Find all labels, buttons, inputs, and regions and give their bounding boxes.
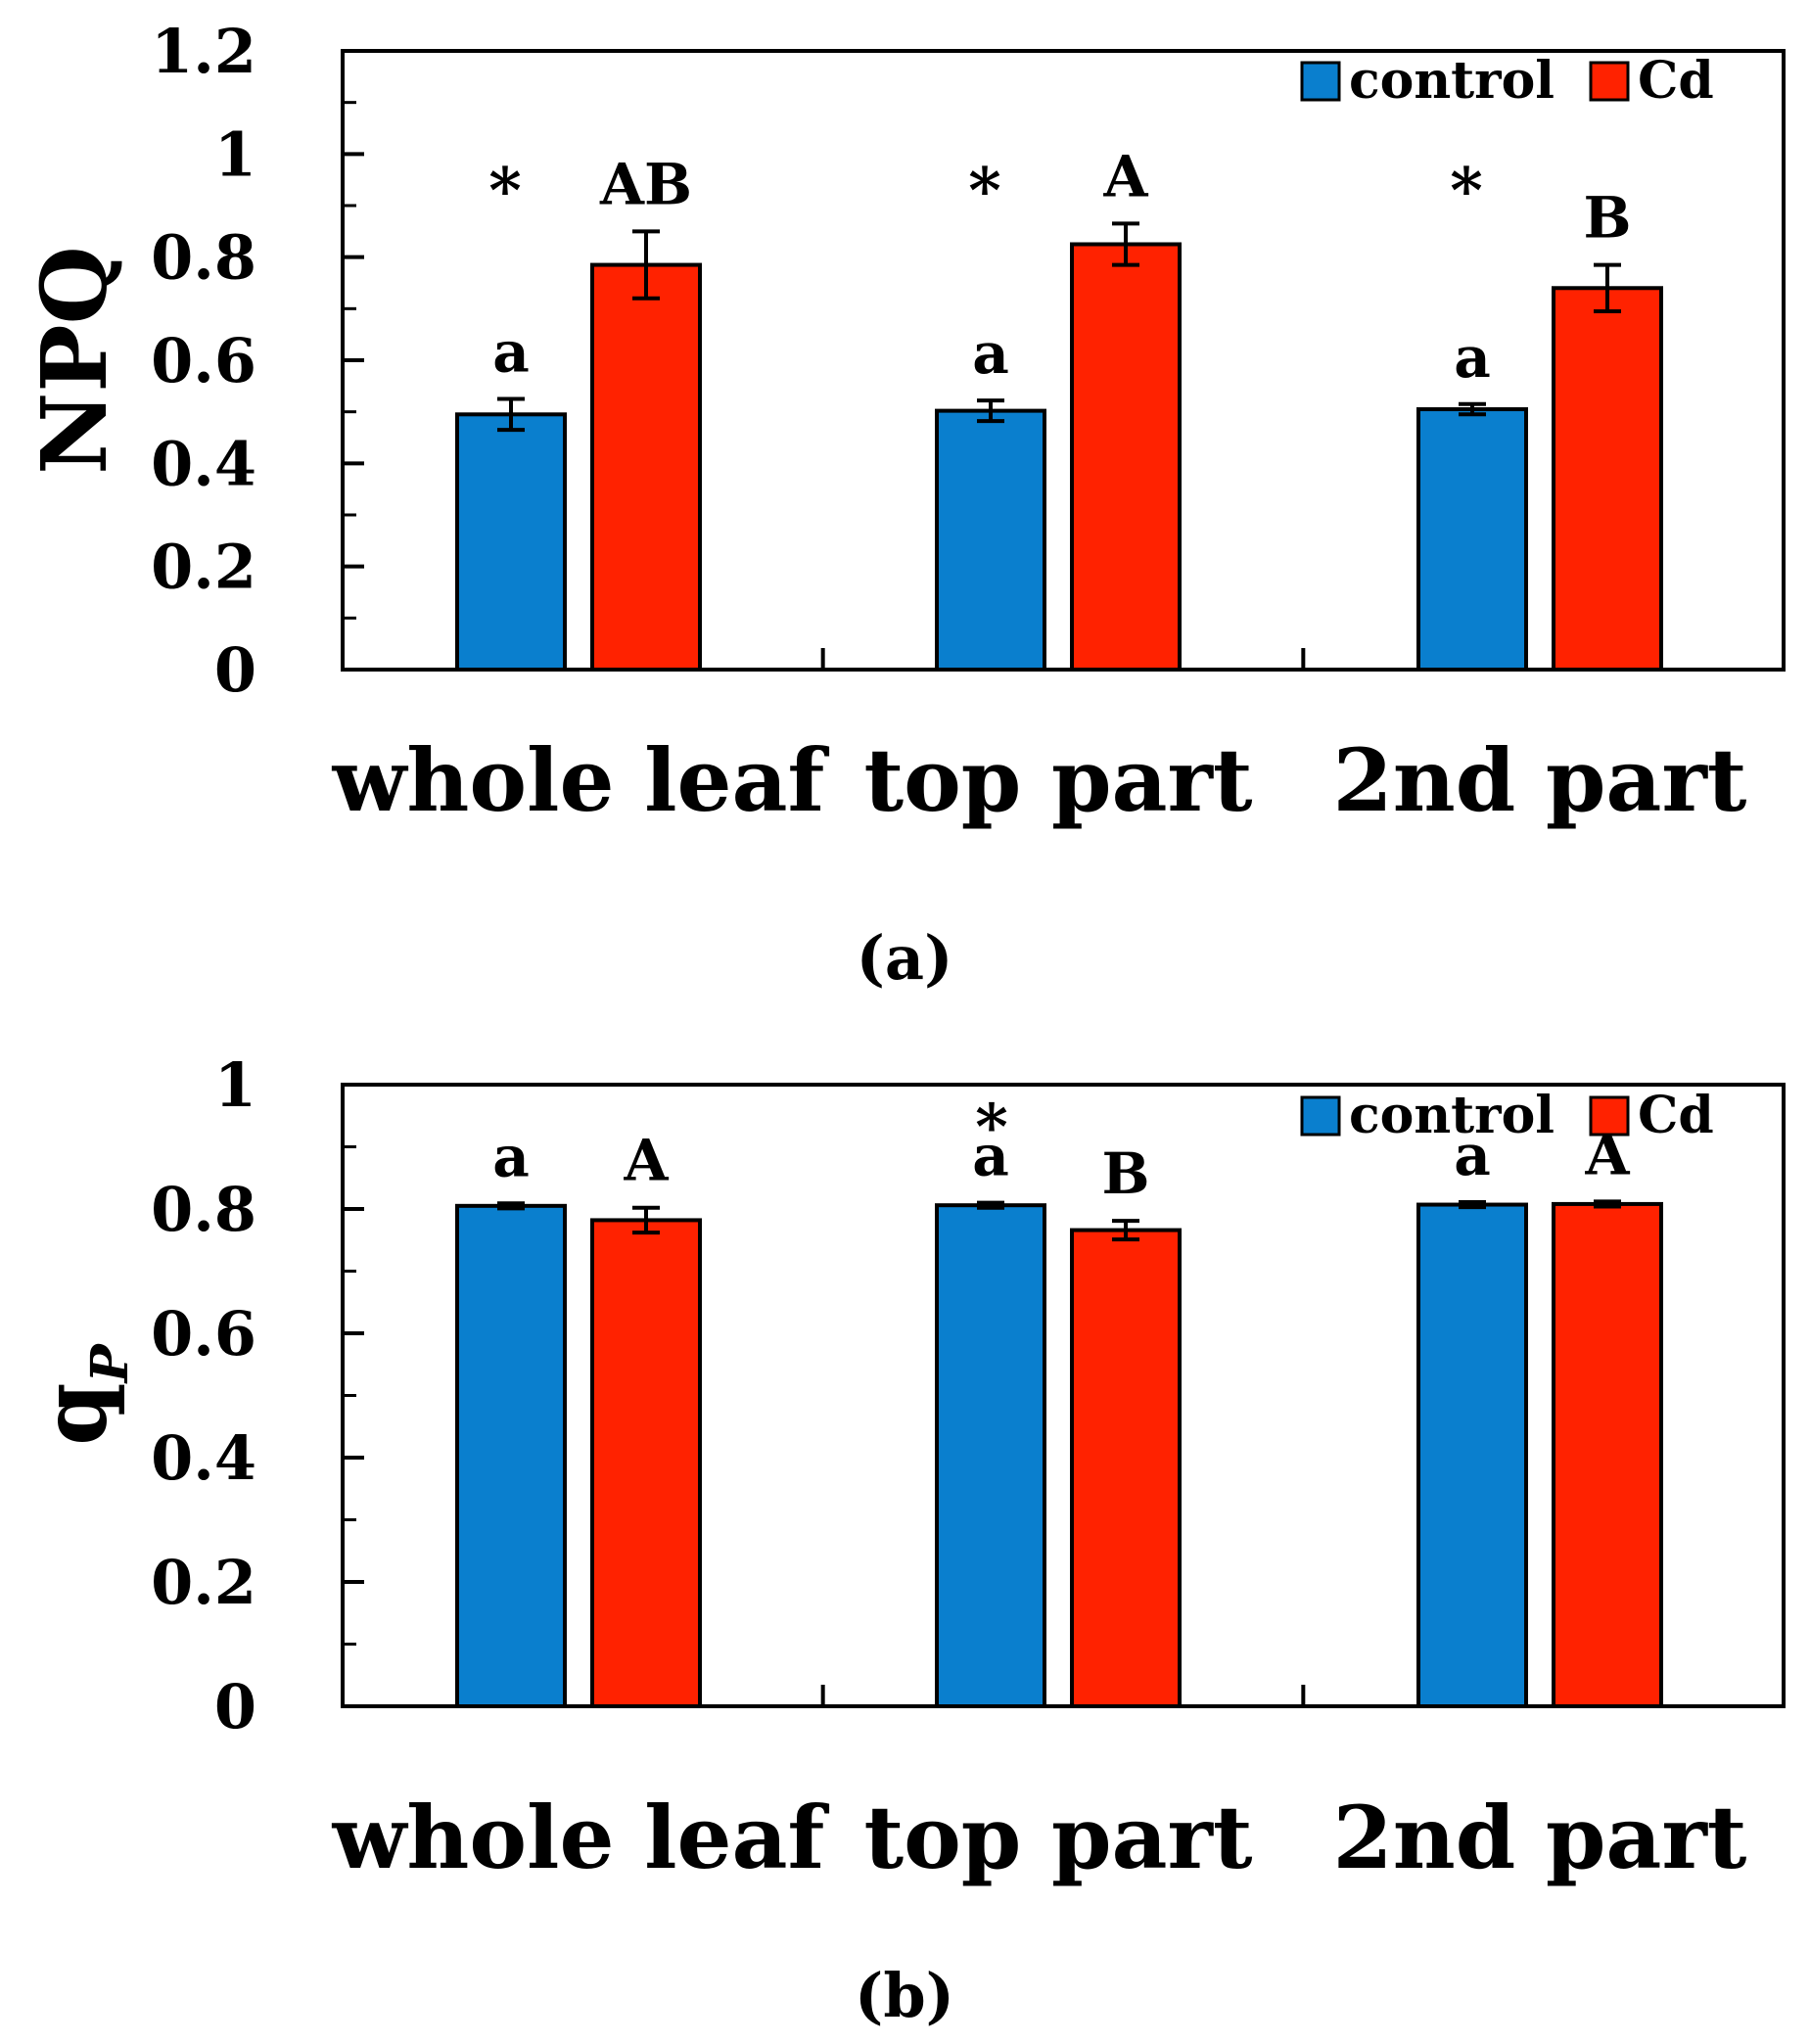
panel-a-letter-cd-3: B: [1583, 185, 1631, 252]
panel-a-ylabel: NPQ: [22, 246, 127, 474]
panel-a-panel-label: (a): [857, 922, 953, 994]
panel-a-bar-cd-2: [1070, 242, 1182, 672]
panel-b-legend-label-cd: Cd: [1638, 1086, 1714, 1145]
panel-a-ytick-label: 1: [214, 118, 256, 190]
panel-a-bar-cd-1: [590, 262, 702, 672]
panel-b-category-label-1: whole leaf: [332, 1787, 830, 1888]
panel-b-bar-control-3: [1416, 1202, 1528, 1709]
panel-a-legend-swatch-cd: [1589, 61, 1630, 102]
panel-b-category-label-2: top part: [863, 1787, 1252, 1888]
panel-b-bar-cd-2: [1070, 1228, 1182, 1708]
panel-a-letter-cd-2: A: [1102, 143, 1148, 209]
panel-a-bar-control-3: [1416, 407, 1528, 672]
panel-b-ytick-label: 0: [214, 1671, 256, 1742]
panel-b-bar-control-1: [455, 1203, 567, 1708]
panel-b-ylabel: qP: [22, 1342, 140, 1445]
panel-a-bar-cd-3: [1552, 286, 1663, 672]
panel-a-ytick-label: 0.8: [151, 222, 256, 294]
panel-a-significance-star-2: *: [968, 155, 1000, 228]
panel-b-category-label-3: 2nd part: [1333, 1787, 1747, 1888]
panel-a-significance-star-1: *: [488, 155, 521, 228]
panel-b-significance-star-2: *: [975, 1091, 1007, 1164]
panel-b-legend-label-control: control: [1349, 1086, 1555, 1145]
panel-a-letter-control-3: a: [1454, 324, 1491, 391]
panel-a-legend-swatch-control: [1300, 61, 1341, 102]
panel-b-ytick-label: 1: [214, 1049, 256, 1121]
panel-a-bar-control-1: [455, 412, 567, 672]
panel-a-significance-star-3: *: [1450, 155, 1482, 228]
panel-a-ytick-label: 0.2: [151, 532, 256, 603]
panel-a-letter-control-1: a: [492, 319, 530, 386]
panel-a-letter-control-2: a: [972, 320, 1009, 387]
panel-b-ytick-label: 0.6: [151, 1298, 256, 1370]
panel-b-bar-cd-3: [1552, 1201, 1663, 1709]
panel-a-letter-cd-1: AB: [599, 151, 692, 217]
panel-b-letter-control-1: a: [492, 1123, 530, 1189]
panel-a-legend-label-cd: Cd: [1638, 51, 1714, 111]
panel-a-ytick-label: 0.6: [151, 325, 256, 396]
panel-b-legend-swatch-cd: [1589, 1095, 1630, 1137]
panel-b-legend-swatch-control: [1300, 1095, 1341, 1137]
panel-b-ytick-label: 0.8: [151, 1174, 256, 1245]
panel-a-category-label-1: whole leaf: [332, 729, 830, 831]
panel-b-letter-cd-2: B: [1101, 1140, 1149, 1207]
panel-a-ytick-label: 0.4: [151, 428, 256, 499]
panel-b-letter-cd-1: A: [623, 1128, 669, 1194]
panel-b-panel-label: (b): [855, 1960, 954, 2031]
panel-b-ytick-label: 0.2: [151, 1547, 256, 1618]
panel-a-npq: 0 0.2 0.4 0.6 0.8 1 1.2 a AB * whole leaf a A * top pa…: [22, 16, 1786, 994]
panel-a-ytick-label: 0: [214, 634, 256, 706]
panel-a-category-label-2: top part: [863, 729, 1252, 831]
panel-b-ytick-label: 0.4: [151, 1422, 256, 1494]
panel-a-legend-label-control: control: [1349, 51, 1555, 111]
panel-a-ytick-label: 1.2: [151, 16, 256, 87]
panel-b-ylabel-subscript: P: [80, 1342, 140, 1384]
panel-b-bar-cd-1: [590, 1218, 702, 1709]
panel-a-category-label-3: 2nd part: [1333, 729, 1747, 831]
panel-b-bar-control-2: [935, 1203, 1046, 1708]
panel-b-letter-control-3: a: [1454, 1122, 1491, 1188]
panel-b-letter-control-2: a: [972, 1123, 1009, 1189]
panel-a-bar-control-2: [935, 408, 1046, 672]
